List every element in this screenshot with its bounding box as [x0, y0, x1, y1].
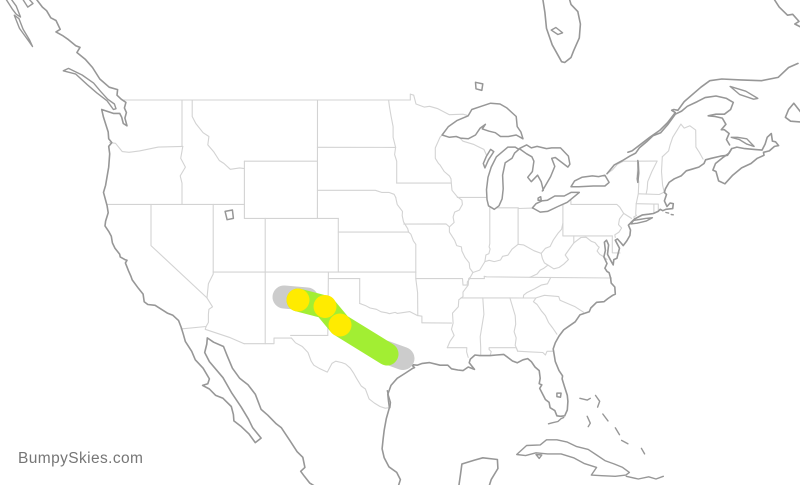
coast-pacific: [35, 0, 315, 485]
border-delaware-river: [614, 212, 625, 239]
border-mississippi-river: [434, 134, 474, 349]
border-ia-mo: [403, 223, 450, 228]
border-mo-ar: [415, 278, 471, 286]
border-ga-fl: [517, 350, 554, 356]
border-ma-north: [638, 191, 665, 196]
border-ok-ar: [415, 271, 419, 317]
coast-newfoundland-west: [784, 102, 800, 123]
border-tn-nc: [522, 276, 552, 299]
border-az-ca-mexico: [180, 325, 245, 345]
border-ks-mo: [408, 231, 417, 273]
border-big-sandy: [540, 252, 549, 266]
turbulence-marker-light: [286, 288, 310, 312]
border-ny-nj: [623, 212, 633, 219]
border-me-qc-nb: [661, 123, 704, 160]
coast-gulf-atlantic: [381, 147, 733, 485]
island-akimiski: [550, 26, 564, 36]
coast-yucatan: [458, 457, 499, 485]
border-va-nc: [529, 276, 613, 279]
border-mn-ontario: [409, 93, 470, 117]
island-grand-bahama: [579, 397, 591, 401]
border-il-in: [484, 207, 491, 263]
border-or-id: [179, 145, 186, 205]
island-alaska-panhandle-a: [5, 0, 22, 18]
border-de-md: [611, 235, 621, 254]
lake-okeechobee: [556, 392, 562, 398]
border-nv-ut-az: [206, 203, 214, 299]
island-vancouver: [62, 67, 117, 111]
border-al-ga: [509, 297, 519, 352]
border-id-mt: [191, 99, 245, 170]
island-andros: [586, 415, 591, 428]
border-al-ms: [479, 297, 485, 356]
border-ohio-river: [472, 222, 564, 274]
island-isla-juventud: [535, 453, 543, 460]
turbulence-marker-light: [328, 313, 352, 337]
coast-st-lawrence-north-shore: [627, 62, 799, 154]
border-rio-grande: [290, 337, 390, 409]
route-segment-calm: [286, 288, 399, 366]
lake-michigan: [485, 146, 520, 211]
border-potomac: [573, 236, 608, 261]
island-pei: [730, 136, 755, 148]
island-hispaniola-partial: [625, 475, 664, 480]
border-nm-bootheel: [243, 337, 293, 345]
site-watermark: BumpySkies.com: [18, 450, 144, 467]
turbulence-marker-light: [313, 295, 337, 318]
island-abaco: [594, 394, 601, 408]
island-alaska-panhandle-b: [22, 0, 34, 8]
border-wv-va: [529, 242, 575, 278]
layer-lake: [224, 81, 640, 398]
border-sd-ne: [316, 189, 397, 198]
island-haida-gwaii: [13, 14, 34, 48]
border-red-river-tx-ok: [359, 302, 423, 324]
border-mo-river-ne-ia: [395, 196, 410, 233]
border-nc-sc: [522, 294, 585, 313]
border-wa-or: [109, 142, 184, 153]
lake-st-clair: [537, 195, 542, 201]
lake-nipigon: [474, 81, 484, 92]
border-ca-nv-az: [150, 203, 214, 328]
lake-huron: [518, 144, 571, 192]
border-mn-sd: [394, 146, 398, 184]
flight-route: [272, 285, 415, 370]
island-long-island: [630, 217, 654, 225]
lake-champlain: [636, 159, 640, 184]
lake-great-salt: [224, 209, 235, 221]
island-florida-keys: [547, 416, 565, 425]
island-padre: [386, 390, 392, 409]
border-vt-nh: [645, 160, 658, 195]
lake-ontario: [570, 174, 610, 188]
border-ny-st-lawrence: [606, 160, 624, 175]
border-wi-mi: [459, 137, 490, 161]
island-turks: [640, 447, 646, 455]
island-marthas-vineyard: [665, 211, 670, 214]
border-nh-me: [660, 156, 665, 193]
border-red-river-north: [388, 99, 397, 148]
island-crooked: [620, 439, 629, 445]
border-ms-la: [446, 347, 469, 358]
layer-coast: [35, 0, 800, 485]
island-anticosti: [729, 85, 759, 100]
coast-labrador: [773, 0, 800, 28]
layer-island: [5, 0, 759, 480]
lake-erie: [531, 191, 581, 213]
island-long-bahama: [614, 427, 621, 436]
lake-green-bay: [482, 148, 495, 169]
coast-james-bay: [542, 0, 582, 64]
island-cuba: [516, 439, 631, 477]
coast-new-brunswick-gaspe: [606, 95, 735, 175]
coast-nova-scotia: [712, 132, 780, 185]
border-ga-sc: [532, 297, 558, 335]
border-tn-ky: [469, 275, 531, 280]
lake-superior: [441, 102, 524, 140]
border-pa-ny: [570, 200, 625, 214]
island-eleuthera: [602, 413, 609, 422]
border-ma-south: [635, 203, 659, 212]
